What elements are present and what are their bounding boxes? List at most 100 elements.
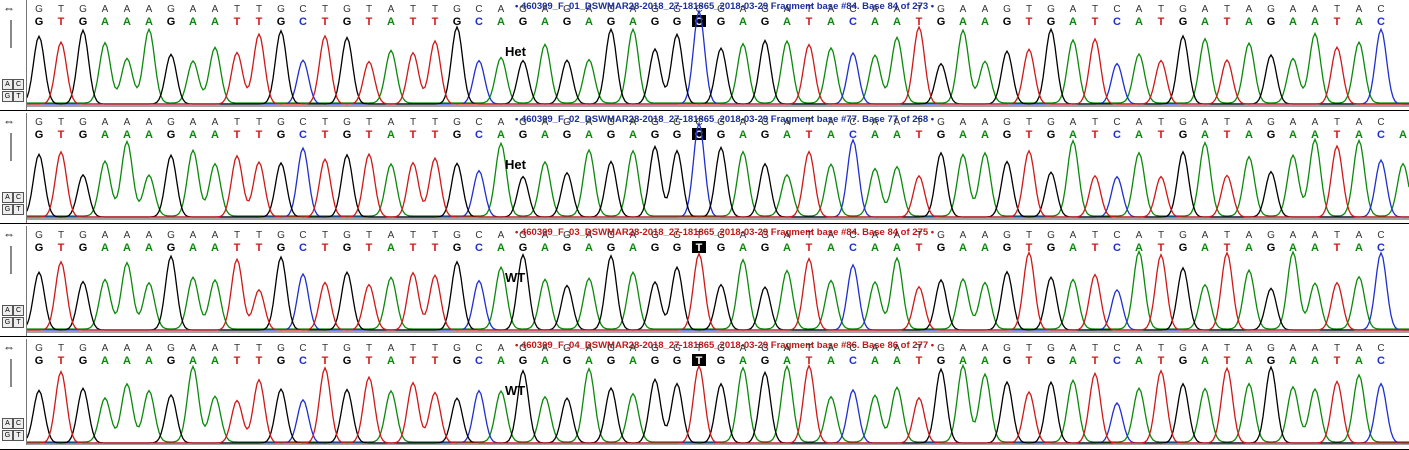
called-base[interactable]: T — [1092, 16, 1099, 28]
called-base[interactable]: A — [959, 242, 967, 254]
called-base[interactable]: T — [58, 16, 65, 28]
called-base[interactable]: A — [871, 242, 879, 254]
called-base[interactable]: A — [1355, 242, 1363, 254]
called-base[interactable]: A — [1311, 16, 1319, 28]
move-arrows-icon[interactable]: ⇔ — [3, 1, 15, 15]
called-base[interactable]: G — [277, 16, 286, 28]
called-base[interactable]: T — [1224, 129, 1231, 141]
called-base[interactable]: G — [1047, 16, 1056, 28]
called-base[interactable]: A — [1069, 16, 1077, 28]
called-base[interactable]: A — [739, 16, 747, 28]
called-base[interactable]: G — [79, 355, 88, 367]
called-base[interactable]: G — [761, 355, 770, 367]
called-base[interactable]: T — [322, 242, 329, 254]
called-base[interactable]: T — [432, 129, 439, 141]
called-base[interactable]: A — [145, 16, 153, 28]
called-base[interactable]: G — [1179, 129, 1188, 141]
called-base[interactable]: A — [871, 16, 879, 28]
called-base[interactable]: G — [167, 129, 176, 141]
called-base[interactable]: T — [410, 129, 417, 141]
called-base[interactable]: T — [432, 242, 439, 254]
c-trace-toggle-button[interactable]: C — [13, 192, 24, 203]
called-base[interactable]: T — [806, 242, 813, 254]
called-base[interactable]: C — [1113, 242, 1121, 254]
called-base[interactable]: C — [475, 355, 483, 367]
called-base[interactable]: A — [871, 129, 879, 141]
called-base[interactable]: T — [1158, 355, 1165, 367]
called-base[interactable]: G — [717, 242, 726, 254]
called-base[interactable]: G — [1003, 242, 1012, 254]
called-base[interactable]: T — [1026, 242, 1033, 254]
called-base[interactable]: A — [585, 242, 593, 254]
called-base[interactable]: A — [101, 242, 109, 254]
called-base[interactable]: T — [916, 16, 923, 28]
called-base[interactable]: A — [1245, 242, 1253, 254]
t-trace-toggle-button[interactable]: T — [13, 204, 24, 215]
called-base[interactable]: G — [167, 242, 176, 254]
called-base[interactable]: T — [916, 242, 923, 254]
called-base[interactable]: A — [497, 16, 505, 28]
called-base[interactable]: A — [123, 16, 131, 28]
called-base[interactable]: A — [1201, 16, 1209, 28]
called-base[interactable]: T — [366, 16, 373, 28]
called-base[interactable]: T — [410, 16, 417, 28]
called-base[interactable]: A — [1289, 355, 1297, 367]
called-base[interactable]: A — [1135, 355, 1143, 367]
called-base[interactable]: A — [211, 355, 219, 367]
called-base[interactable]: T — [256, 242, 263, 254]
a-trace-toggle-button[interactable]: A — [2, 418, 13, 429]
called-base[interactable]: A — [783, 16, 791, 28]
called-base[interactable]: G — [937, 129, 946, 141]
called-base[interactable]: A — [827, 355, 835, 367]
called-base[interactable]: G — [651, 355, 660, 367]
called-base[interactable]: A — [739, 242, 747, 254]
called-base[interactable]: A — [1135, 16, 1143, 28]
called-base[interactable]: G — [343, 355, 352, 367]
called-base[interactable]: A — [387, 129, 395, 141]
called-base[interactable]: A — [981, 242, 989, 254]
called-base[interactable]: A — [387, 355, 395, 367]
called-base[interactable]: A — [893, 16, 901, 28]
called-base[interactable]: C — [1377, 355, 1385, 367]
called-base[interactable]: C — [1377, 129, 1385, 141]
called-base[interactable]: A — [387, 16, 395, 28]
called-base[interactable]: G — [343, 16, 352, 28]
called-base[interactable]: G — [607, 355, 616, 367]
called-base[interactable]: G — [1179, 242, 1188, 254]
called-base[interactable]: G — [79, 129, 88, 141]
called-base[interactable]: T — [366, 129, 373, 141]
called-base[interactable]: T — [1224, 355, 1231, 367]
move-arrows-icon[interactable]: ⇔ — [3, 114, 15, 128]
called-base[interactable]: G — [343, 242, 352, 254]
called-base[interactable]: G — [937, 355, 946, 367]
c-trace-toggle-button[interactable]: C — [13, 418, 24, 429]
called-base[interactable]: G — [607, 129, 616, 141]
called-base[interactable]: A — [981, 16, 989, 28]
called-base[interactable]: G — [717, 355, 726, 367]
called-base[interactable]: A — [629, 242, 637, 254]
called-base[interactable]: A — [1311, 129, 1319, 141]
called-base[interactable]: C — [695, 129, 703, 141]
called-base[interactable]: G — [937, 16, 946, 28]
called-base[interactable]: G — [1003, 16, 1012, 28]
called-base[interactable]: A — [123, 355, 131, 367]
called-base[interactable]: A — [893, 129, 901, 141]
called-base[interactable]: A — [871, 355, 879, 367]
called-base[interactable]: G — [607, 242, 616, 254]
called-base[interactable]: G — [717, 129, 726, 141]
called-base[interactable]: T — [1026, 129, 1033, 141]
called-base[interactable]: A — [1355, 355, 1363, 367]
called-base[interactable]: T — [1224, 16, 1231, 28]
called-base[interactable]: A — [959, 355, 967, 367]
called-base[interactable]: T — [322, 16, 329, 28]
called-base[interactable]: A — [1201, 129, 1209, 141]
g-trace-toggle-button[interactable]: G — [2, 91, 13, 102]
called-base[interactable]: G — [673, 16, 682, 28]
called-base[interactable]: T — [1026, 16, 1033, 28]
called-base[interactable]: G — [1047, 355, 1056, 367]
called-base[interactable]: G — [1047, 129, 1056, 141]
called-base[interactable]: A — [101, 355, 109, 367]
t-trace-toggle-button[interactable]: T — [13, 430, 24, 441]
called-base[interactable]: A — [541, 242, 549, 254]
